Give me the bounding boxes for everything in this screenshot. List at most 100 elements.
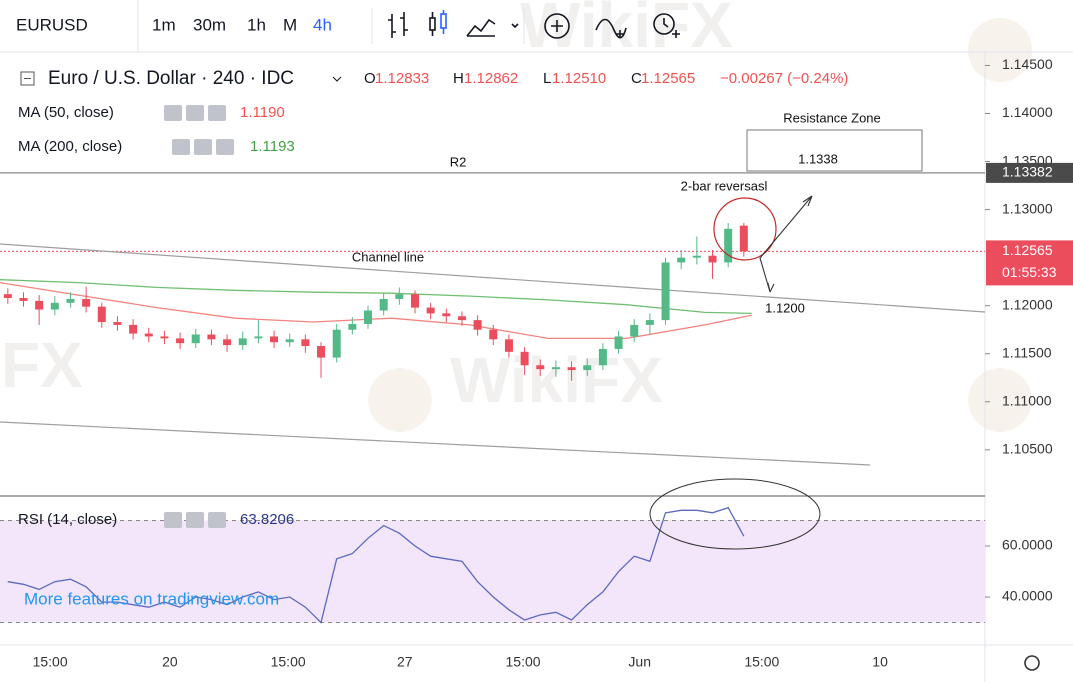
channel-line-lower — [0, 421, 871, 466]
moving-average — [0, 281, 752, 340]
candle-body — [630, 324, 639, 337]
y-tick-label: 1.13000 — [1002, 200, 1053, 216]
candle-body — [113, 322, 122, 325]
candle-body — [191, 334, 200, 344]
candle-body — [223, 339, 232, 346]
interval-active[interactable]: 4h — [313, 15, 332, 34]
ma-value: 1.1190 — [240, 104, 285, 121]
y-tick-label: 1.12000 — [1002, 296, 1053, 312]
candle-body — [254, 336, 263, 339]
ma-name[interactable]: MA (50, close) — [18, 104, 114, 121]
settings-icon[interactable] — [1024, 655, 1040, 671]
candle-body — [426, 307, 435, 314]
watermark-logo — [968, 368, 1032, 432]
candle-body — [301, 339, 310, 347]
toolbar: EURUSD 1m 30m 1h M 4h — [0, 0, 1073, 53]
ohlc-label: H — [453, 70, 464, 87]
interval[interactable]: 1m — [152, 15, 176, 34]
candle-body — [739, 225, 748, 252]
r2-label-box — [986, 162, 1073, 183]
legend: Euro / U.S. Dollar · 240 · IDC O 1.12833… — [18, 68, 848, 608]
x-tick-label: 27 — [397, 654, 413, 670]
ohlc-value: 1.12565 — [641, 70, 695, 87]
y-tick-label: 60.0000 — [1002, 537, 1053, 553]
ohlc-value: 1.12510 — [552, 70, 606, 87]
highlight-circle — [713, 197, 777, 261]
candle-body — [238, 338, 247, 346]
last-price-label: 1.12565 — [1002, 242, 1053, 258]
chart-style-icons[interactable] — [388, 10, 519, 38]
candle-body — [332, 329, 341, 358]
candle-body — [144, 333, 153, 337]
drawings — [0, 243, 986, 466]
x-tick-label: 15:00 — [33, 654, 68, 670]
candle-body — [35, 300, 44, 310]
candle-body — [598, 348, 607, 366]
x-tick-label: Jun — [628, 654, 651, 670]
y-tick-label: 1.14500 — [1002, 56, 1053, 72]
interval[interactable]: 1h — [247, 15, 266, 34]
ohlc-label: L — [543, 70, 551, 87]
x-tick-label: 10 — [872, 654, 888, 670]
axis-layer: 1.145001.140001.135001.130001.120001.115… — [33, 56, 1073, 670]
ohlc-label: O — [364, 70, 376, 87]
candle-body — [285, 339, 294, 343]
ohlc-value: 1.12862 — [464, 70, 518, 87]
indicator-icons[interactable] — [544, 13, 680, 39]
dropdown[interactable] — [332, 76, 342, 82]
candle-body — [410, 294, 419, 308]
watermark: WikiFX — [450, 344, 663, 416]
rsi-name[interactable]: RSI (14, close) — [18, 511, 117, 528]
candle-body — [520, 351, 529, 366]
change: −0.00267 (−0.24%) — [720, 70, 848, 87]
annotations: Resistance Zone 1.1338 R2 2-bar reversas… — [352, 110, 923, 550]
y-tick-label: 40.0000 — [1002, 588, 1053, 604]
rsi-band — [0, 520, 985, 623]
candle-body — [724, 228, 733, 263]
x-tick-label: 15:00 — [744, 654, 779, 670]
legend-buttons[interactable] — [140, 105, 234, 528]
candle-body — [207, 334, 216, 340]
candle-body — [536, 365, 545, 370]
x-tick-label: 20 — [162, 654, 178, 670]
rsi-line — [7, 506, 745, 624]
back-layer — [0, 172, 985, 624]
candle-body — [50, 302, 59, 310]
candle-body — [677, 257, 686, 263]
promo-link[interactable]: More features on tradingview.com — [24, 589, 279, 608]
candle-body — [176, 338, 185, 344]
interval[interactable]: 30m — [193, 15, 226, 34]
channel-line-upper — [0, 243, 986, 313]
candle-body — [614, 336, 623, 349]
watermarks: WikiFX WikiFX WikiFX — [0, 0, 1032, 432]
y-tick-label: 1.11500 — [1002, 344, 1052, 360]
interval[interactable]: M — [283, 15, 297, 34]
data-layer — [0, 222, 752, 624]
x-tick-label: 15:00 — [506, 654, 541, 670]
annotation: 2-bar reversasl — [681, 178, 768, 193]
candle-body — [395, 294, 404, 299]
x-tick-label: 15:00 — [271, 654, 306, 670]
ma-name[interactable]: MA (200, close) — [18, 138, 122, 155]
watermark-logo — [968, 18, 1032, 82]
annotation: 1.1200 — [765, 300, 805, 315]
resistance-box — [746, 129, 923, 172]
symbol[interactable]: EURUSD — [16, 15, 88, 34]
candle-body — [129, 324, 138, 334]
rsi-ellipse — [649, 478, 821, 550]
candle-body — [645, 320, 654, 325]
annotation: Resistance Zone — [783, 110, 881, 125]
candle-body — [270, 336, 279, 343]
candle-body — [567, 367, 576, 371]
y-tick-label: 1.11000 — [1002, 392, 1052, 408]
candle-body — [661, 262, 670, 321]
collapse-icon[interactable] — [20, 71, 35, 86]
ohlc-label: C — [631, 70, 642, 87]
arrows — [759, 195, 813, 293]
candle-body — [379, 298, 388, 311]
watermark: WikiFX — [0, 329, 83, 401]
ma-value: 1.1193 — [250, 138, 295, 155]
candle-body — [364, 310, 373, 324]
candle-body — [708, 255, 717, 263]
